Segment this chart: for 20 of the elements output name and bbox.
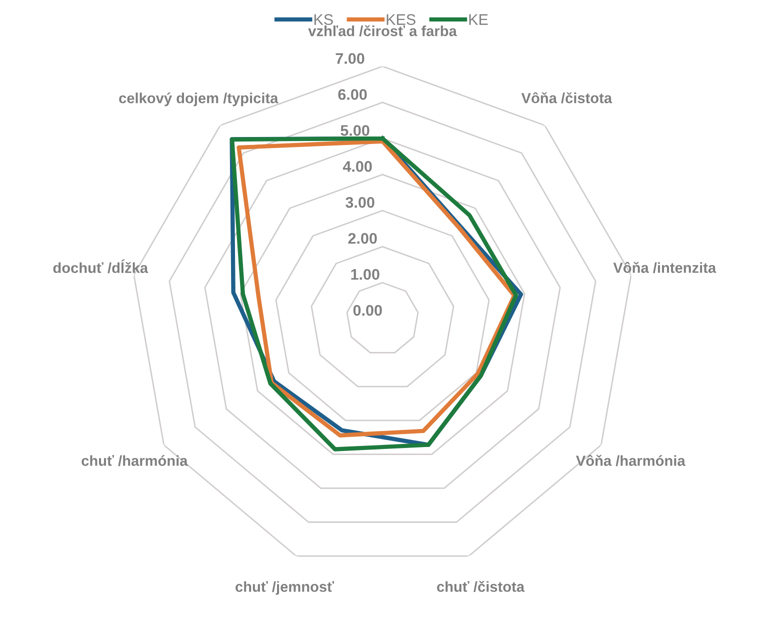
y-tick-label: 3.00	[346, 197, 374, 208]
spoke-label: celkový dojem /typicita	[119, 92, 278, 106]
spoke-label: vzhľad /čirosť a farba	[308, 25, 457, 36]
y-tick-label: 6.00	[338, 89, 367, 100]
legend-label: KS	[314, 14, 333, 25]
y-tick-label: 2.00	[348, 232, 377, 244]
y-tick-label: 1.00	[351, 268, 380, 280]
spoke-label: Vôňa /čistota	[521, 92, 612, 104]
spoke-label: Vôňa /intenzita	[613, 262, 716, 274]
y-tick-label: 0.00	[353, 304, 382, 316]
spoke-label: chuť /jemnosť	[236, 581, 334, 595]
spoke-label: dochuť /dĺžka	[53, 259, 148, 274]
y-tick-label: 7.00	[336, 53, 364, 64]
legend-label: KE	[469, 14, 488, 25]
spoke-label: Vôňa /harmónia	[576, 454, 686, 466]
y-tick-label: 4.00	[342, 161, 372, 172]
spoke-label: chuť /harmónia	[82, 455, 188, 466]
y-tick-label: 5.00	[340, 125, 370, 136]
spoke-label: chuť /čistota	[437, 580, 525, 592]
legend-label: KES	[386, 14, 416, 25]
